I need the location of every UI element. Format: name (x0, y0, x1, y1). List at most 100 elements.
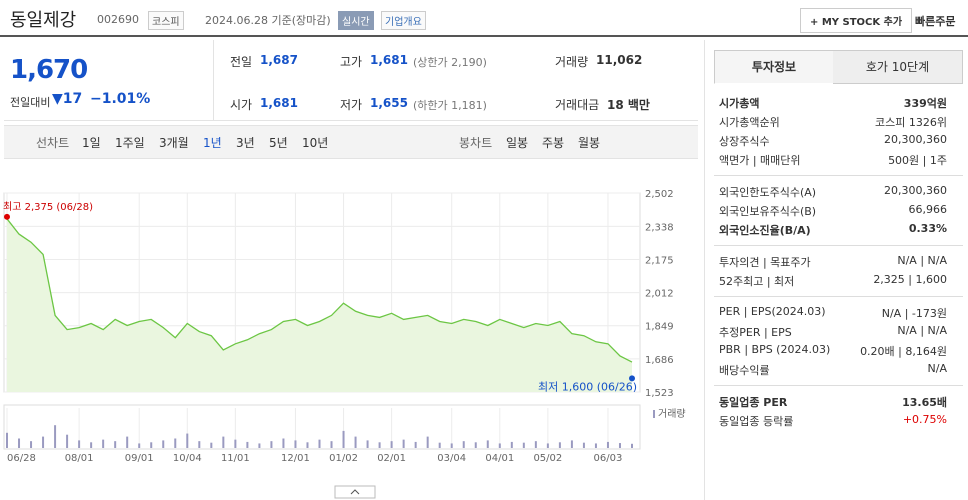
volume-bar (606, 441, 609, 448)
candle-tab[interactable]: 일봉 (506, 136, 529, 150)
volume-bar (498, 443, 501, 448)
mystock-button[interactable]: + MY STOCK 추가 (800, 8, 913, 33)
group-rule (714, 385, 963, 386)
period-tab[interactable]: 1년 (203, 136, 222, 150)
info-label: 액면가 | 매매단위 (719, 154, 801, 167)
y-tick-label: 1,686 (645, 355, 674, 366)
stat-label: 거래량 (555, 55, 589, 69)
x-tick-label: 06/03 (594, 453, 623, 464)
volume-bar (306, 442, 309, 448)
side-divider (704, 40, 705, 500)
volume-bar (270, 441, 273, 448)
period-tabs (4, 125, 698, 159)
market-chip: 코스피 (148, 11, 184, 30)
volume-bar (258, 443, 261, 448)
group-rule (714, 245, 963, 246)
base-date: 2024.06.28 기준(장마감) (205, 14, 331, 27)
info-value: 2,325 | 1,600 (873, 273, 947, 286)
group-rule (714, 296, 963, 297)
change-label: 전일대비 (10, 96, 51, 109)
info-label: 추정PER | EPS (719, 326, 792, 339)
period-tab[interactable]: 5년 (269, 136, 288, 150)
period-tab[interactable]: 3년 (236, 136, 255, 150)
volume-bar (318, 439, 321, 448)
volume-bar (114, 441, 117, 448)
volume-label: 거래량 (658, 408, 686, 420)
y-tick-label: 2,338 (645, 222, 674, 233)
quote-box (4, 40, 698, 121)
volume-bar (102, 439, 105, 448)
info-label: 상장주식수 (719, 135, 770, 148)
stat-label: 고가 (340, 55, 363, 69)
info-value: 20,300,360 (884, 184, 947, 197)
period-tab[interactable]: 10년 (302, 136, 329, 150)
x-tick-label: 02/01 (377, 453, 406, 464)
volume-bar (486, 440, 489, 448)
info-label: PER | EPS(2024.03) (719, 305, 826, 318)
volume-bar (6, 432, 8, 448)
period-tab[interactable]: 1주일 (115, 136, 145, 150)
volume-bar (150, 442, 153, 448)
period-tab[interactable]: 1일 (82, 136, 101, 150)
volume-bar (186, 433, 189, 448)
volume-bar (462, 441, 465, 448)
info-label: 외국인소진율(B/A) (719, 224, 811, 237)
volume-bar (234, 439, 237, 448)
volume-bar (342, 430, 345, 448)
info-label: 동일업종 PER (719, 396, 788, 409)
x-tick-label: 03/04 (437, 453, 466, 464)
stat-label: 시가 (230, 98, 253, 112)
period-tab[interactable]: 3개월 (159, 136, 189, 150)
y-tick-label: 1,523 (645, 388, 674, 399)
volume-bar (366, 440, 369, 448)
stat-note: (하한가 1,181) (413, 99, 487, 112)
stock-name: 동일제강 (10, 10, 77, 31)
volume-bar (174, 438, 177, 448)
x-tick-label: 05/02 (533, 453, 562, 464)
candle-tab[interactable]: 주봉 (542, 136, 565, 150)
volume-bar (54, 425, 57, 448)
stat-label: 전일 (230, 55, 253, 69)
x-tick-label: 06/28 (7, 453, 36, 464)
volume-bar (198, 441, 201, 448)
volume-bar (18, 438, 21, 448)
overview-button[interactable]: 기업개요 (381, 11, 426, 30)
candle-tab[interactable]: 월봉 (578, 136, 601, 150)
info-value: +0.75% (902, 413, 947, 426)
side-tab[interactable]: 호가 10단계 (833, 50, 963, 84)
volume-bar (438, 442, 441, 448)
info-value: N/A | -173원 (881, 307, 947, 320)
info-label: 외국인보유주식수(B) (719, 205, 817, 218)
info-label: 동일업종 등락률 (719, 415, 794, 428)
info-value: N/A (927, 362, 947, 375)
toggle-icon (350, 489, 360, 495)
volume-bar (522, 442, 525, 448)
info-value: 500원 | 1주 (888, 154, 947, 167)
info-label: 외국인한도주식수(A) (719, 186, 817, 199)
x-tick-label: 01/02 (329, 453, 358, 464)
volume-bar (78, 440, 81, 448)
price: 1,670 (10, 55, 88, 85)
stat-label: 거래대금 (555, 98, 600, 112)
volume-bar (222, 436, 225, 448)
volume-bar (570, 440, 573, 448)
volume-bar (282, 438, 285, 448)
volume-bar (450, 443, 453, 448)
quick-order[interactable]: 빠른주문 (915, 15, 956, 28)
side-tab[interactable]: 투자정보 (714, 50, 834, 84)
volume-bar (426, 436, 429, 448)
volume-bar (90, 442, 93, 448)
info-value: 0.20배 | 8,164원 (860, 345, 947, 358)
group-rule (714, 175, 963, 176)
change: ▼17 (52, 91, 83, 107)
volume-bar (414, 441, 417, 448)
info-label: 52주최고 | 최저 (719, 275, 795, 288)
x-tick-label: 12/01 (281, 453, 310, 464)
realtime-chip[interactable]: 실시간 (338, 11, 374, 30)
info-value: 339억원 (903, 97, 947, 110)
info-label: 시가총액 (719, 97, 760, 110)
y-tick-label: 2,502 (645, 189, 674, 200)
x-tick-label: 09/01 (125, 453, 154, 464)
volume-bar (162, 440, 165, 448)
volume-bar (210, 442, 213, 448)
